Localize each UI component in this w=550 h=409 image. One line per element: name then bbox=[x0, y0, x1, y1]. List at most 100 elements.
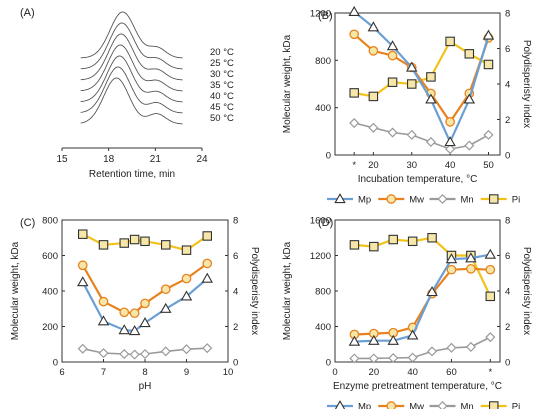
legend-b-pi-marker bbox=[488, 194, 499, 204]
panel-d-point-mn bbox=[349, 353, 360, 364]
panel-d-point-mp bbox=[484, 248, 497, 259]
panel-d-point-mn bbox=[446, 342, 457, 353]
panel-a-label: (A) bbox=[20, 7, 35, 19]
panel-d-point-pi bbox=[349, 240, 360, 250]
panel-b-y-tick-label: 400 bbox=[315, 103, 331, 114]
panel-b-point-mp bbox=[386, 40, 399, 51]
panel-d-y-tick-label: 1200 bbox=[310, 251, 331, 262]
panel-d-point-pi bbox=[485, 291, 496, 302]
panel-d-y2-tick-label: 6 bbox=[505, 251, 510, 262]
panel-d-point-mn bbox=[388, 352, 399, 364]
panel-c-x-tick-label: 10 bbox=[223, 367, 234, 378]
panel-c-point-mn bbox=[139, 348, 151, 360]
panel-b-point-pi bbox=[368, 91, 379, 102]
panel-c-point-pi bbox=[202, 231, 213, 241]
panel-c-point-mw bbox=[77, 260, 88, 271]
panel-a-x-tick-label: 18 bbox=[103, 154, 115, 165]
panel-b-y-tick-label: 0 bbox=[326, 151, 331, 162]
legend-d-mw-label: Mw bbox=[409, 402, 424, 409]
panel-a-trace-label: 20 °C bbox=[210, 47, 234, 58]
panel-d-y2-tick-label: 8 bbox=[505, 216, 510, 227]
panel-d-y-label: Molecular weight, kDa bbox=[282, 241, 293, 340]
panel-b-x-tick-label: 50 bbox=[483, 160, 494, 171]
panel-b-point-mn bbox=[406, 129, 417, 140]
panel-d-x-tick-label: 20 bbox=[369, 367, 380, 378]
legend-b-mp-label: Mp bbox=[358, 195, 371, 206]
panel-c-y-label: Molecular weight, kDa bbox=[10, 241, 21, 340]
panel-d-y-tick-label: 400 bbox=[315, 322, 331, 333]
panel-a-trace-label: 30 °C bbox=[210, 69, 234, 80]
panel-b-y-tick-label: 800 bbox=[315, 56, 331, 67]
panel-c-point-pi bbox=[140, 236, 150, 247]
panel-b-point-pi bbox=[464, 49, 475, 59]
panel-b-x-tick-label: 40 bbox=[445, 160, 456, 171]
panel-c-point-mw bbox=[140, 298, 150, 309]
panel-b-point-pi bbox=[387, 77, 398, 87]
panel-c-point-mn bbox=[129, 349, 140, 360]
legend-b-mw-label: Mw bbox=[409, 195, 424, 206]
panel-d-point-mn bbox=[485, 332, 496, 343]
panel-d-point-mp bbox=[406, 329, 419, 340]
panel-b-point-mw bbox=[349, 29, 360, 40]
panel-c-point-pi bbox=[161, 240, 171, 250]
panel-a-trace bbox=[80, 33, 183, 81]
panel-b-frame bbox=[334, 12, 501, 156]
panel-b-point-mp bbox=[348, 5, 360, 16]
panel-c-x-tick-label: 7 bbox=[101, 367, 106, 378]
panel-c-y-tick-label: 0 bbox=[53, 358, 58, 369]
panel-d-point-pi bbox=[407, 236, 418, 247]
panel-b-point-mw bbox=[368, 46, 379, 56]
panel-b-x-label: Incubation temperature, °C bbox=[358, 174, 478, 185]
panel-d-x-label: Enzyme pretreatment temperature, °C bbox=[333, 381, 502, 392]
panel-c-y-tick-label: 600 bbox=[42, 251, 58, 262]
legend-d-mn-label: Mn bbox=[461, 402, 474, 409]
panel-d-y2-tick-label: 2 bbox=[505, 322, 510, 333]
panel-b-y2-tick-label: 4 bbox=[505, 80, 510, 91]
panel-a-trace bbox=[80, 66, 183, 114]
panel-d-point-pi bbox=[369, 241, 379, 252]
panel-c-point-mp bbox=[139, 317, 151, 328]
panel-a-x-tick-label: 21 bbox=[150, 154, 162, 165]
panel-c-x-label: pH bbox=[139, 381, 152, 392]
panel-a-trace bbox=[80, 11, 183, 59]
panel-d-x-tick-label: 40 bbox=[407, 367, 418, 378]
panel-b-point-mp bbox=[367, 21, 380, 32]
panel-b-point-mn bbox=[483, 129, 494, 140]
panel-c-point-mw bbox=[160, 284, 171, 295]
panel-d-point-mw bbox=[466, 263, 476, 274]
panel-c-y2-tick-label: 2 bbox=[233, 322, 238, 333]
panel-d-label: (D) bbox=[318, 217, 333, 229]
panel-b-y-tick-label: 1200 bbox=[310, 9, 331, 20]
panel-d-y-tick-label: 1600 bbox=[310, 216, 331, 227]
panel-c-point-mp bbox=[201, 272, 213, 283]
legend-d-mp-label: Mp bbox=[358, 402, 371, 409]
panel-c-x-tick-label: 6 bbox=[59, 367, 64, 378]
panel-c-point-mw bbox=[181, 273, 192, 284]
panel-d-point-mw bbox=[446, 264, 457, 275]
panel-d-point-mp bbox=[426, 285, 438, 297]
panel-c-point-pi bbox=[129, 234, 140, 245]
panel-b-point-mp bbox=[463, 93, 476, 104]
panel-c-point-mp bbox=[77, 276, 89, 287]
panel-b-x-tick-label: 20 bbox=[368, 160, 379, 171]
legend-b-mp-marker bbox=[334, 193, 346, 204]
panel-c-y2-tick-label: 8 bbox=[233, 216, 238, 227]
panel-c-y-tick-label: 200 bbox=[42, 322, 58, 333]
panel-a-x-tick-label: 24 bbox=[196, 154, 208, 165]
panel-c-point-mw bbox=[129, 308, 140, 319]
panel-b-point-mw bbox=[445, 117, 455, 127]
panel-c-point-mw bbox=[119, 307, 130, 318]
panel-b-y2-tick-label: 2 bbox=[505, 115, 510, 126]
panel-c-point-mp bbox=[180, 290, 193, 301]
panel-d-series-mw-line bbox=[354, 267, 491, 336]
panel-c-y2-tick-label: 6 bbox=[233, 251, 238, 262]
panel-d-y2-tick-label: 0 bbox=[505, 358, 510, 369]
panel-d-point-mp bbox=[368, 334, 380, 345]
panel-b-point-pi bbox=[349, 88, 359, 98]
panel-d-point-mn bbox=[465, 341, 476, 352]
panel-a-trace-label: 35 °C bbox=[210, 80, 234, 91]
panel-b-point-mn bbox=[464, 140, 475, 151]
panel-b-point-mw bbox=[387, 50, 398, 61]
panel-d-point-mp bbox=[445, 253, 458, 264]
panel-b-point-pi bbox=[483, 59, 494, 70]
